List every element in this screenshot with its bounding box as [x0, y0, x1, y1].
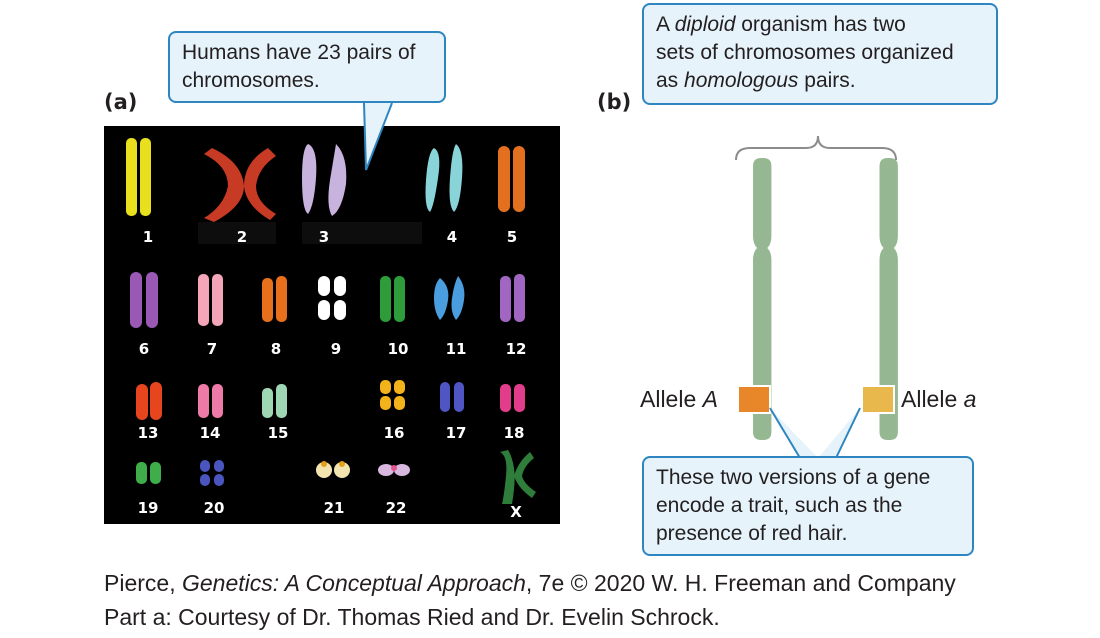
homolog-bracket [735, 135, 897, 161]
karyotype-label-20: 20 [203, 499, 225, 517]
callout-homologous-term: homologous [684, 69, 799, 92]
karyotype-label-x: X [510, 503, 522, 521]
credit-book-title: Genetics: A Conceptual Approach [181, 570, 526, 596]
callout-23-pairs-line-2: chromosomes. [182, 69, 320, 92]
karyotype-label-12: 12 [505, 340, 527, 358]
karyotype-label-22: 22 [385, 499, 407, 517]
chromosome-right [879, 158, 898, 440]
callout-23-pairs-line-1: Humans have 23 pairs of [182, 41, 416, 64]
karyotype-image: 1 2 3 4 5 6 7 8 9 10 11 12 13 14 15 16 1… [104, 126, 560, 524]
callout-diploid-term: diploid [674, 13, 736, 36]
callout-diploid-line-3-post: pairs. [798, 69, 856, 92]
allele-a-symbol: a [963, 386, 977, 412]
credit-line-2: Part a: Courtesy of Dr. Thomas Ried and … [104, 604, 720, 630]
karyotype-label-3: 3 [318, 228, 330, 246]
karyotype-label-4: 4 [446, 228, 458, 246]
karyotype-label-8: 8 [270, 340, 282, 358]
chromosome-9 [318, 276, 346, 320]
chromosome-x [500, 450, 536, 504]
karyotype-label-7: 7 [206, 340, 218, 358]
karyotype-label-21: 21 [323, 499, 345, 517]
chromosome-4 [425, 144, 463, 212]
karyotype-label-14: 14 [199, 424, 221, 442]
chromosome-5 [498, 146, 525, 212]
chromosome-2 [204, 148, 276, 222]
chromosome-6 [130, 272, 158, 328]
karyotype-label-18: 18 [503, 424, 525, 442]
chromosome-16 [380, 380, 405, 410]
karyotype-label-6: 6 [138, 340, 150, 358]
chromosome-22 [378, 464, 410, 476]
karyotype-label-16: 16 [383, 424, 405, 442]
credit-line-1: Pierce, Genetics: A Conceptual Approach,… [104, 570, 956, 597]
karyotype-label-2: 2 [236, 228, 248, 246]
allele-A-symbol: A [702, 386, 718, 412]
callout-diploid-line-3-pre: as [656, 69, 685, 92]
chromosome-10 [380, 276, 405, 322]
karyotype-label-17: 17 [445, 424, 467, 442]
credit-author: Pierce, [104, 570, 182, 596]
chromosome-1 [126, 138, 151, 216]
callout-b-pointer [770, 408, 860, 458]
allele-a-band [861, 385, 895, 414]
allele-a-prefix: Allele [901, 386, 964, 412]
chromosome-8 [262, 276, 287, 322]
callout-gene-versions-line-3: presence of red hair. [656, 522, 848, 545]
callout-diploid: A diploid organism has two sets of chrom… [642, 3, 998, 105]
karyotype-label-13: 13 [137, 424, 159, 442]
chromosome-13 [136, 382, 162, 420]
panel-a-label: (a) [104, 90, 138, 114]
chromosome-18 [500, 384, 525, 412]
chromosome-12 [500, 274, 525, 322]
allele-A-label: Allele A [640, 386, 718, 413]
karyotype-label-5: 5 [506, 228, 518, 246]
callout-gene-versions-line-1: These two versions of a gene [656, 466, 931, 489]
chromosome-21 [316, 461, 350, 478]
karyotype-label-15: 15 [267, 424, 289, 442]
callout-23-pairs: Humans have 23 pairs of chromosomes. [168, 31, 446, 103]
allele-A-prefix: Allele [640, 386, 703, 412]
callout-diploid-line-1-pre: A [656, 13, 675, 36]
karyotype-label-11: 11 [445, 340, 467, 358]
karyotype-chromosomes [126, 138, 536, 504]
callout-diploid-line-3: as homologous pairs. [656, 67, 984, 95]
chromosome-11 [434, 276, 465, 320]
chromosome-20 [200, 460, 224, 486]
karyotype-label-9: 9 [330, 340, 342, 358]
karyotype-label-1: 1 [142, 228, 154, 246]
chromosome-15 [262, 384, 287, 418]
callout-diploid-line-1-post: organism has two [735, 13, 906, 36]
callout-gene-versions-line-2: encode a trait, such as the [656, 494, 903, 517]
chromosome-14 [198, 384, 223, 418]
allele-a-label: Allele a [901, 386, 976, 413]
karyotype-label-19: 19 [137, 499, 159, 517]
chromosome-7 [198, 274, 223, 326]
chromosome-17 [440, 382, 464, 412]
callout-diploid-line-2: sets of chromosomes organized [656, 41, 954, 64]
callout-diploid-line-1: A diploid organism has two [656, 11, 984, 39]
karyotype-label-10: 10 [387, 340, 409, 358]
chromosome-left [753, 158, 772, 440]
chromosome-3 [302, 144, 347, 216]
callout-gene-versions: These two versions of a gene encode a tr… [642, 456, 974, 556]
callout-a-pointer [364, 101, 392, 170]
allele-A-band [737, 385, 771, 414]
panel-b-label: (b) [597, 90, 632, 114]
chromosome-19 [136, 462, 161, 484]
credit-edition: , 7e © 2020 W. H. Freeman and Company [525, 570, 956, 596]
